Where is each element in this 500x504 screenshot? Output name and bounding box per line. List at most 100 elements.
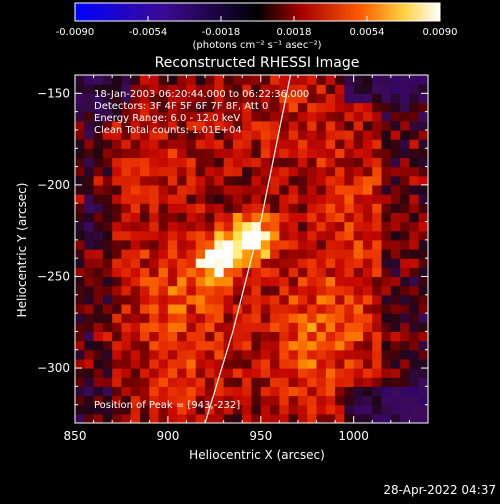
heatmap-cell: [167, 157, 178, 168]
heatmap-cell: [130, 221, 141, 232]
heatmap-cell: [288, 404, 299, 415]
heatmap-cell: [316, 368, 327, 378]
heatmap-cell: [390, 84, 401, 94]
heatmap-cell: [102, 239, 113, 250]
heatmap-cell: [297, 276, 308, 287]
heatmap-cell: [177, 331, 188, 342]
heatmap-cell: [102, 386, 113, 397]
heatmap-cell: [93, 102, 104, 113]
heatmap-cell: [195, 230, 206, 241]
heatmap-cell: [214, 404, 225, 415]
heatmap-cell: [297, 129, 308, 140]
heatmap-cell: [195, 258, 206, 268]
heatmap-cell: [270, 249, 280, 259]
heatmap-cell: [214, 221, 225, 232]
heatmap-cell: [307, 294, 318, 305]
heatmap-cell: [335, 404, 345, 415]
heatmap-cell: [195, 395, 206, 406]
heatmap-cell: [251, 294, 262, 305]
heatmap-cell: [335, 212, 345, 223]
heatmap-cell: [186, 75, 197, 85]
heatmap-cell: [372, 120, 383, 131]
heatmap-cell: [75, 377, 85, 387]
heatmap-cell: [418, 84, 428, 94]
heatmap-cell: [177, 212, 188, 223]
heatmap-cell: [112, 395, 123, 406]
heatmap-cell: [112, 294, 123, 305]
heatmap-cell: [270, 84, 280, 94]
heatmap-cell: [121, 358, 132, 369]
heatmap-cell: [149, 84, 160, 94]
heatmap-cell: [102, 184, 113, 195]
heatmap-cell: [390, 276, 401, 287]
heatmap-cell: [102, 93, 113, 104]
heatmap-cell: [335, 111, 345, 122]
heatmap-cell: [205, 148, 215, 159]
heatmap-cell: [158, 349, 169, 360]
heatmap-cell: [149, 322, 160, 333]
heatmap-cell: [409, 148, 420, 159]
heatmap-cell: [167, 313, 178, 323]
heatmap-cell: [270, 313, 280, 323]
heatmap-cell: [177, 203, 188, 213]
colorbar-ticks: -0.0090 -0.0054 -0.0018 0.0018 0.0054 0.0090: [56, 16, 458, 38]
heatmap-cell: [232, 340, 243, 351]
heatmap-cell: [140, 203, 150, 213]
heatmap-cell: [260, 349, 271, 360]
heatmap-cell: [158, 212, 169, 223]
heatmap-cell: [344, 221, 355, 232]
heatmap-cell: [260, 84, 271, 94]
heatmap-cell: [232, 203, 243, 213]
heatmap-cell: [75, 111, 85, 122]
heatmap-cell: [102, 349, 113, 360]
heatmap-cell: [75, 322, 85, 333]
heatmap-cell: [177, 404, 188, 415]
heatmap-cell: [335, 294, 345, 305]
heatmap-cell: [288, 258, 299, 268]
heatmap-cell: [390, 294, 401, 305]
heatmap-cell: [149, 139, 160, 149]
heatmap-cell: [390, 221, 401, 232]
heatmap-cell: [409, 111, 420, 122]
heatmap-cell: [140, 386, 150, 397]
heatmap-cell: [223, 120, 234, 131]
heatmap-cell: [140, 166, 150, 177]
heatmap-cell: [167, 322, 178, 333]
colorbar: [74, 2, 441, 22]
heatmap-cell: [390, 157, 401, 168]
heatmap-cell: [381, 322, 392, 333]
heatmap-cell: [279, 212, 290, 223]
heatmap-cell: [288, 239, 299, 250]
heatmap-cell: [381, 349, 392, 360]
heatmap-cell: [409, 203, 420, 213]
heatmap-cell: [270, 139, 280, 149]
heatmap-cell: [270, 377, 280, 387]
heatmap-cell: [84, 129, 95, 140]
heatmap-cell: [242, 404, 253, 415]
heatmap-cell: [297, 358, 308, 369]
heatmap-cell: [362, 129, 373, 140]
heatmap-cell: [242, 258, 253, 268]
heatmap-cell: [418, 157, 428, 168]
heatmap-cell: [167, 276, 178, 287]
heatmap-cell: [390, 285, 401, 296]
heatmap-cell: [418, 404, 428, 415]
heatmap-cell: [307, 175, 318, 186]
heatmap-cell: [167, 102, 178, 113]
heatmap-cell: [260, 395, 271, 406]
heatmap-cell: [344, 276, 355, 287]
heatmap-cell: [316, 239, 327, 250]
heatmap-cell: [297, 368, 308, 378]
heatmap-cell: [288, 294, 299, 305]
heatmap-cell: [140, 249, 150, 259]
heatmap-cell: [270, 258, 280, 268]
heatmap-cell: [121, 331, 132, 342]
heatmap-cell: [260, 221, 271, 232]
heatmap-cell: [242, 413, 253, 423]
heatmap-cell: [297, 120, 308, 131]
y-tick-label: −250: [37, 269, 70, 283]
heatmap-cell: [75, 75, 85, 85]
heatmap-cell: [232, 377, 243, 387]
heatmap-cell: [279, 285, 290, 296]
heatmap-cell: [75, 212, 85, 223]
